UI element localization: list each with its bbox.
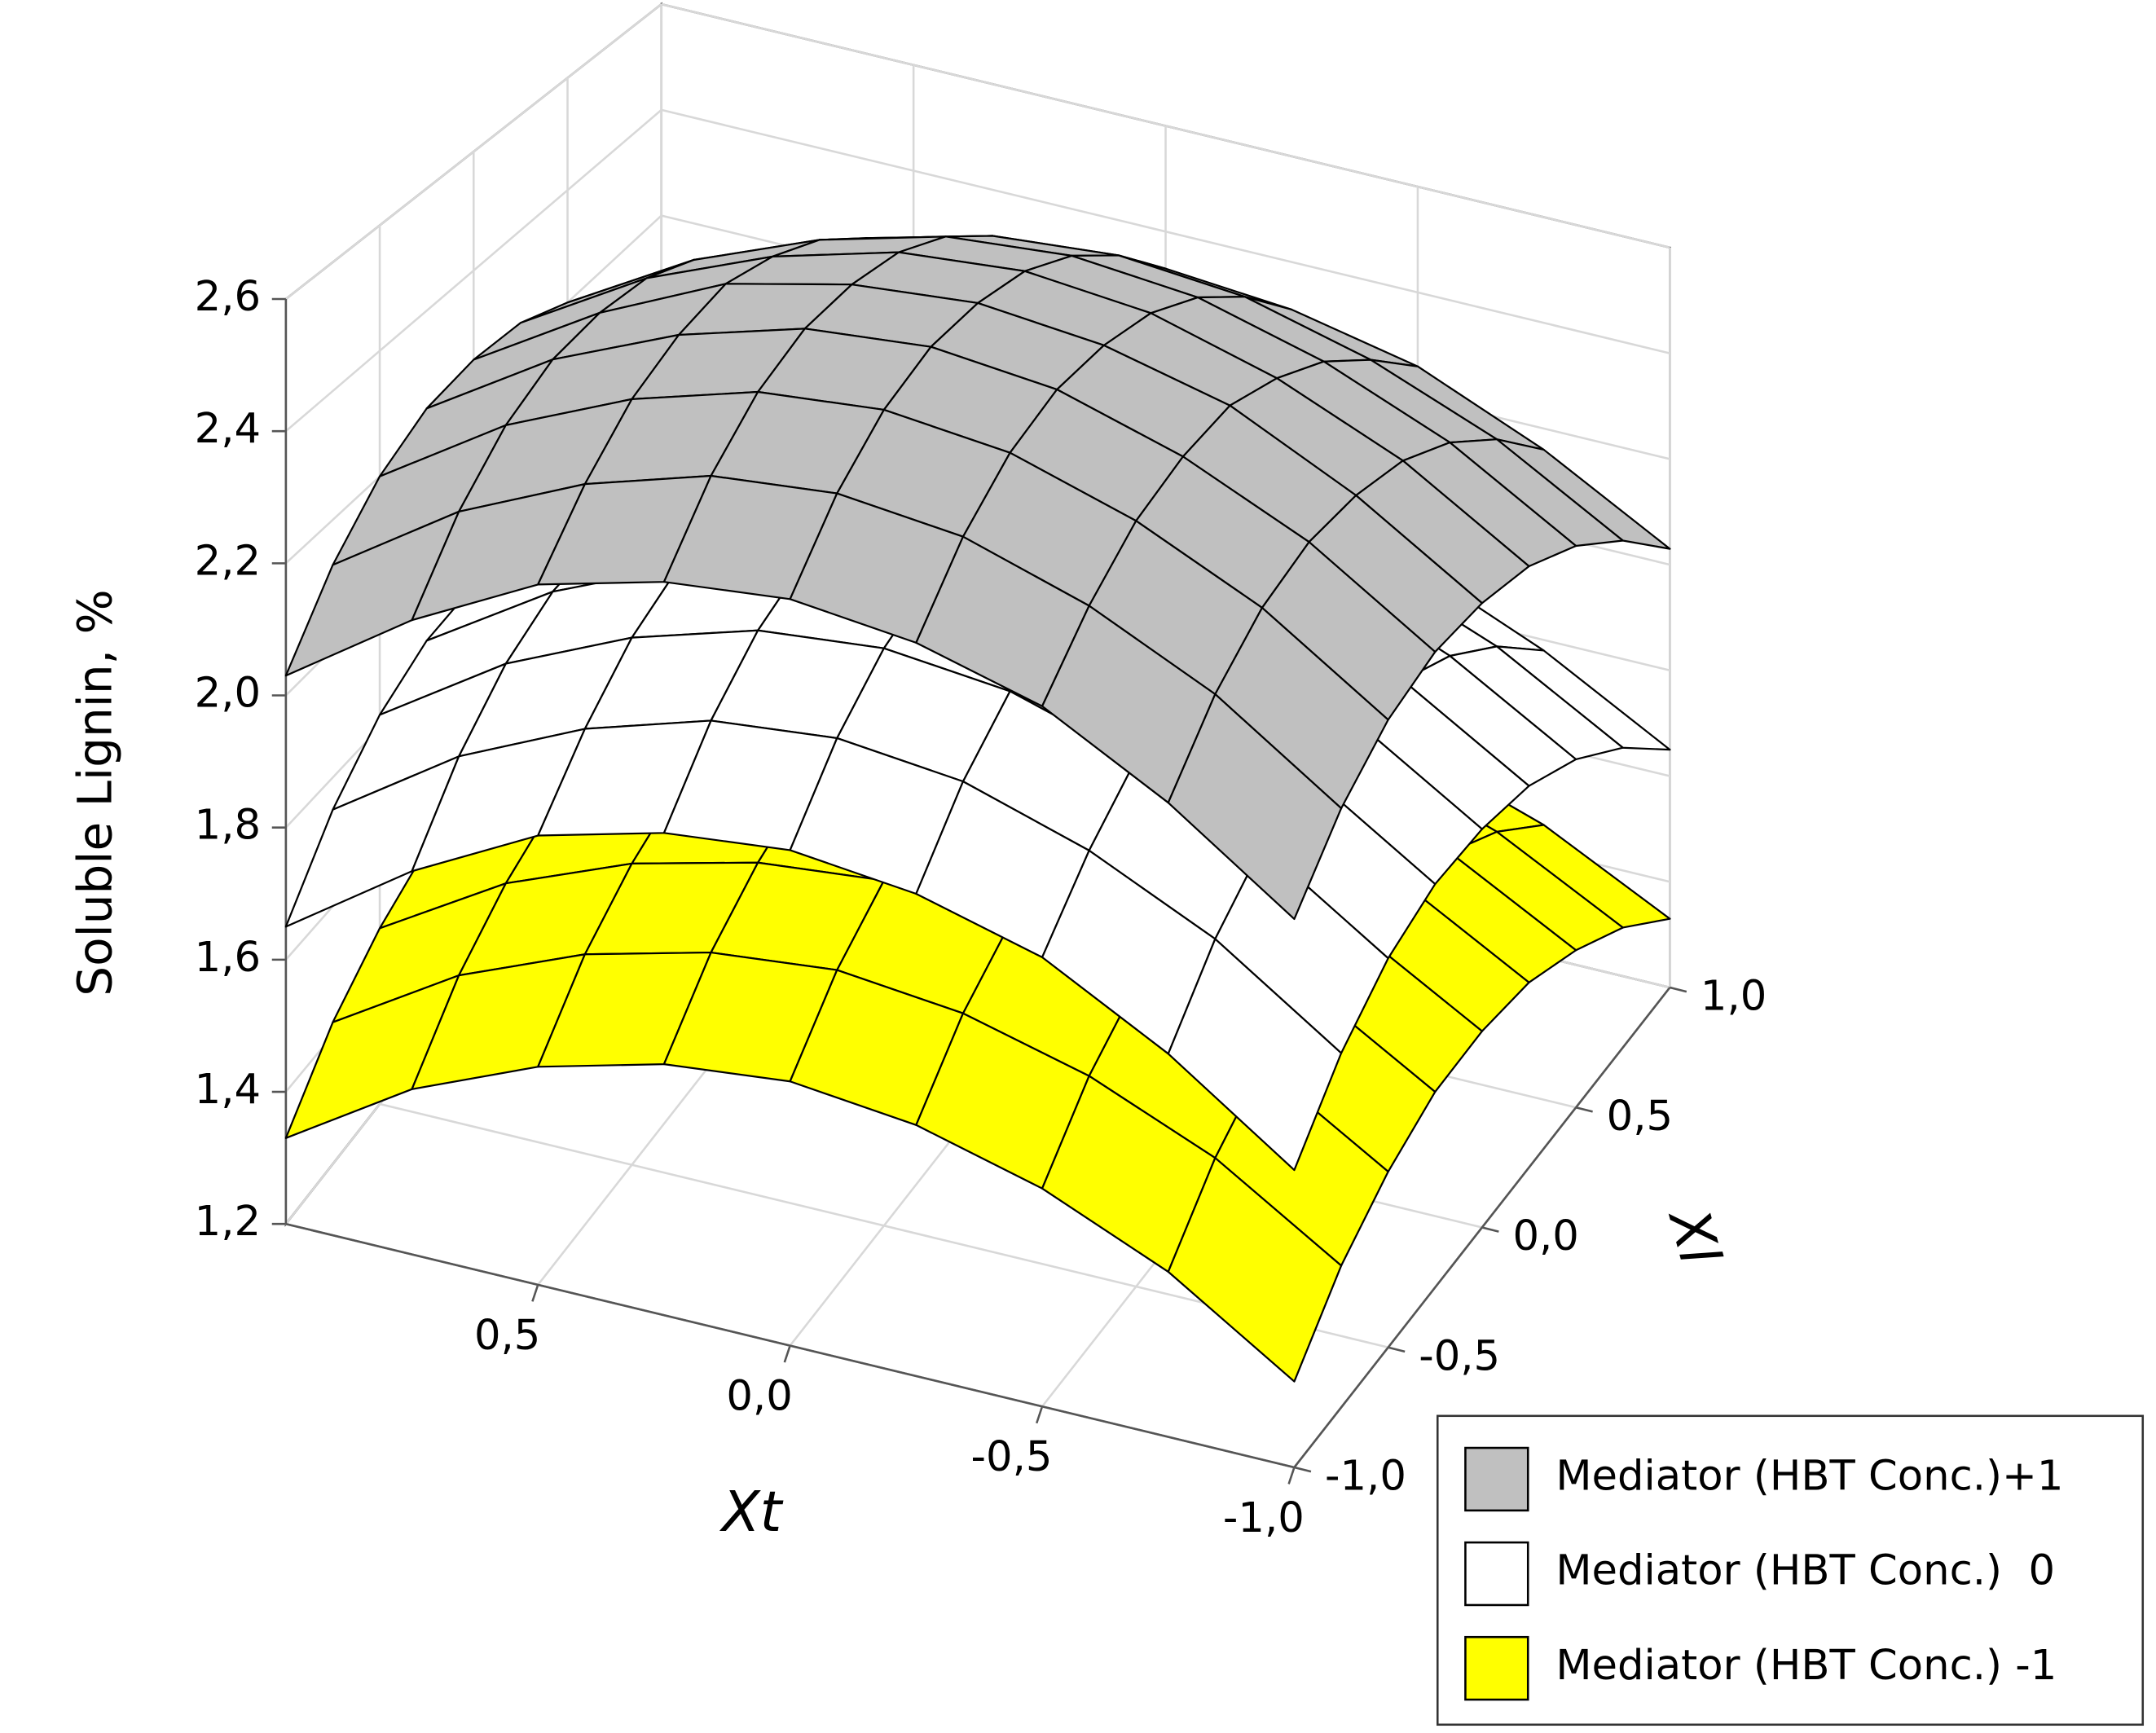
z-tick-label: 2,0 xyxy=(195,669,261,718)
y-tick xyxy=(1575,1106,1593,1113)
legend-label: Mediator (HBT Conc.)+1 xyxy=(1555,1452,2063,1501)
x-tick xyxy=(531,1284,539,1302)
x-tick xyxy=(1287,1467,1296,1484)
z-tick-label: 1,4 xyxy=(195,1065,261,1114)
legend-box xyxy=(1436,1414,2145,1726)
legend-label: Mediator (HBT Conc.) -1 xyxy=(1555,1641,2057,1690)
x-tick-label: 0,0 xyxy=(726,1371,792,1420)
y-tick-label: 0,0 xyxy=(1512,1212,1578,1260)
legend-label: Mediator (HBT Conc.) 0 xyxy=(1555,1546,2055,1595)
legend-swatch xyxy=(1464,1635,1529,1701)
surface-cell xyxy=(1167,938,1343,1172)
x-tick-label: 0,5 xyxy=(474,1311,540,1360)
y-tick-label: 0,5 xyxy=(1607,1092,1673,1141)
y-tick xyxy=(1294,1466,1312,1473)
y-tick-label: -0,5 xyxy=(1419,1331,1500,1380)
x-tick-label: -0,5 xyxy=(971,1432,1053,1481)
y-axis xyxy=(1293,987,1671,1468)
surface-cell xyxy=(1167,693,1343,921)
x-tick-label: -1,0 xyxy=(1223,1493,1305,1542)
y-tick xyxy=(1670,986,1687,993)
z-axis-title: Soluble Lignin, % xyxy=(67,589,122,996)
z-tick-label: 1,2 xyxy=(195,1197,261,1246)
y-tick-label: 1,0 xyxy=(1701,972,1767,1021)
z-tick-label: 1,6 xyxy=(195,933,261,982)
x-axis xyxy=(285,1222,1295,1469)
surface-cell xyxy=(1167,1157,1343,1383)
x-axis-title: Xt xyxy=(719,1480,784,1545)
z-tick-label: 2,6 xyxy=(195,272,261,321)
legend-swatch xyxy=(1464,1446,1529,1512)
x-tick xyxy=(1036,1405,1044,1424)
legend-swatch xyxy=(1464,1541,1529,1607)
z-tick-label: 2,4 xyxy=(195,404,261,453)
y-tick-label: -1,0 xyxy=(1325,1452,1406,1501)
x-tick xyxy=(783,1345,791,1363)
z-tick-label: 2,2 xyxy=(195,536,261,585)
y-tick xyxy=(1388,1346,1406,1353)
y-axis-title: Xl xyxy=(1655,1200,1731,1271)
z-tick-label: 1,8 xyxy=(195,801,261,850)
y-tick xyxy=(1481,1226,1499,1233)
